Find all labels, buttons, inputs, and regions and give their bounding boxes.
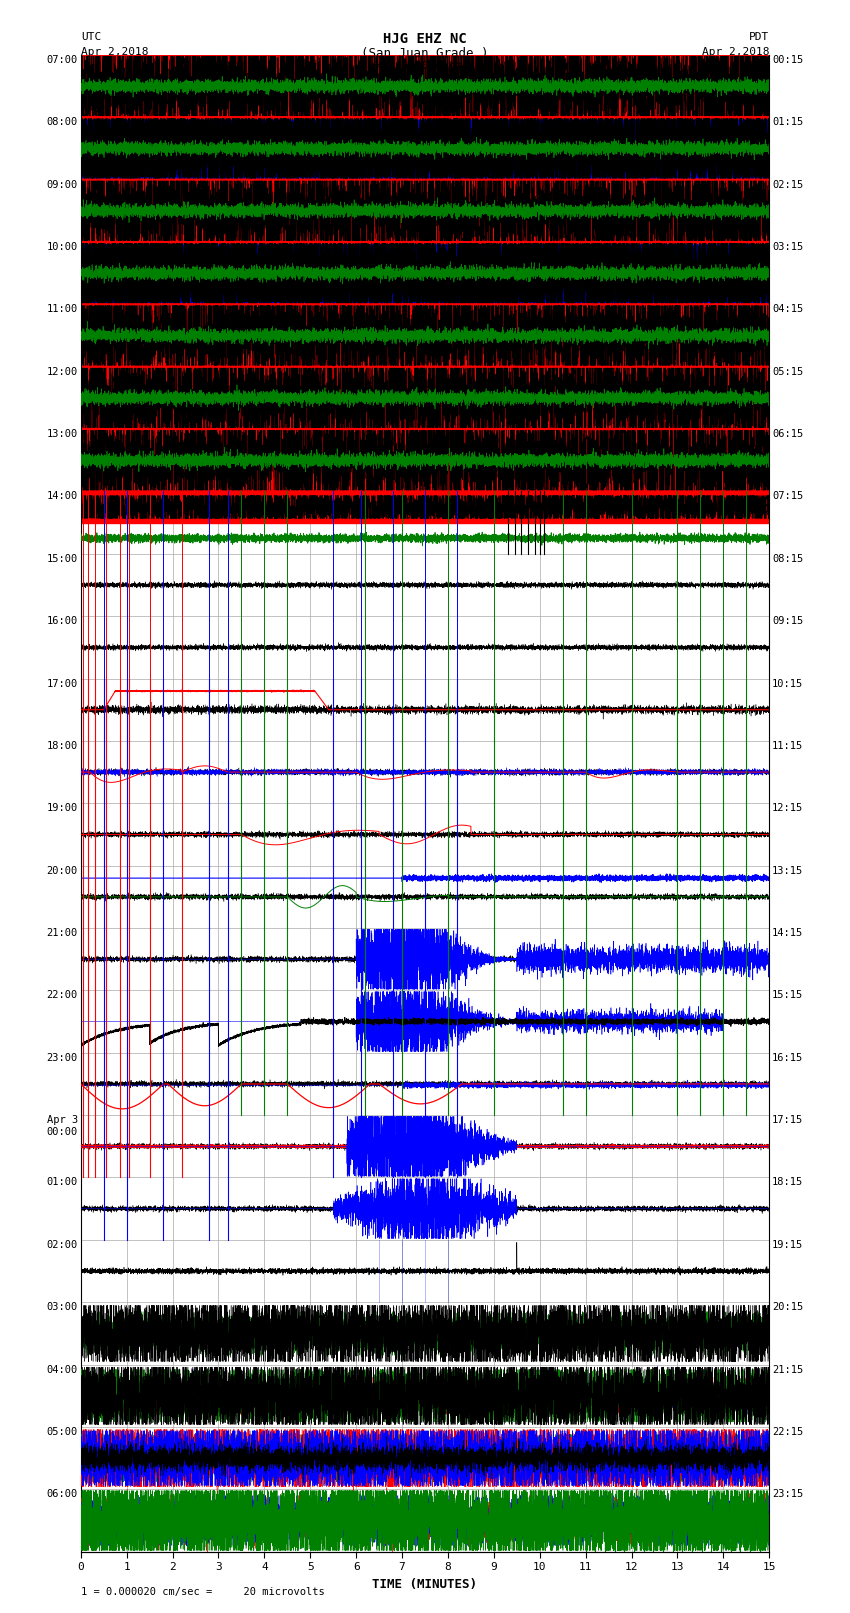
Text: Apr 2,2018: Apr 2,2018: [702, 47, 769, 56]
Text: Apr 2,2018: Apr 2,2018: [81, 47, 148, 56]
Text: 1 = 0.000020 cm/sec =     20 microvolts: 1 = 0.000020 cm/sec = 20 microvolts: [81, 1587, 325, 1597]
Text: (San Juan Grade ): (San Juan Grade ): [361, 47, 489, 60]
Text: UTC: UTC: [81, 32, 101, 42]
X-axis label: TIME (MINUTES): TIME (MINUTES): [372, 1578, 478, 1590]
Text: I = 0.000020 cm/sec: I = 0.000020 cm/sec: [361, 61, 489, 71]
Text: HJG EHZ NC: HJG EHZ NC: [383, 32, 467, 47]
Text: PDT: PDT: [749, 32, 769, 42]
